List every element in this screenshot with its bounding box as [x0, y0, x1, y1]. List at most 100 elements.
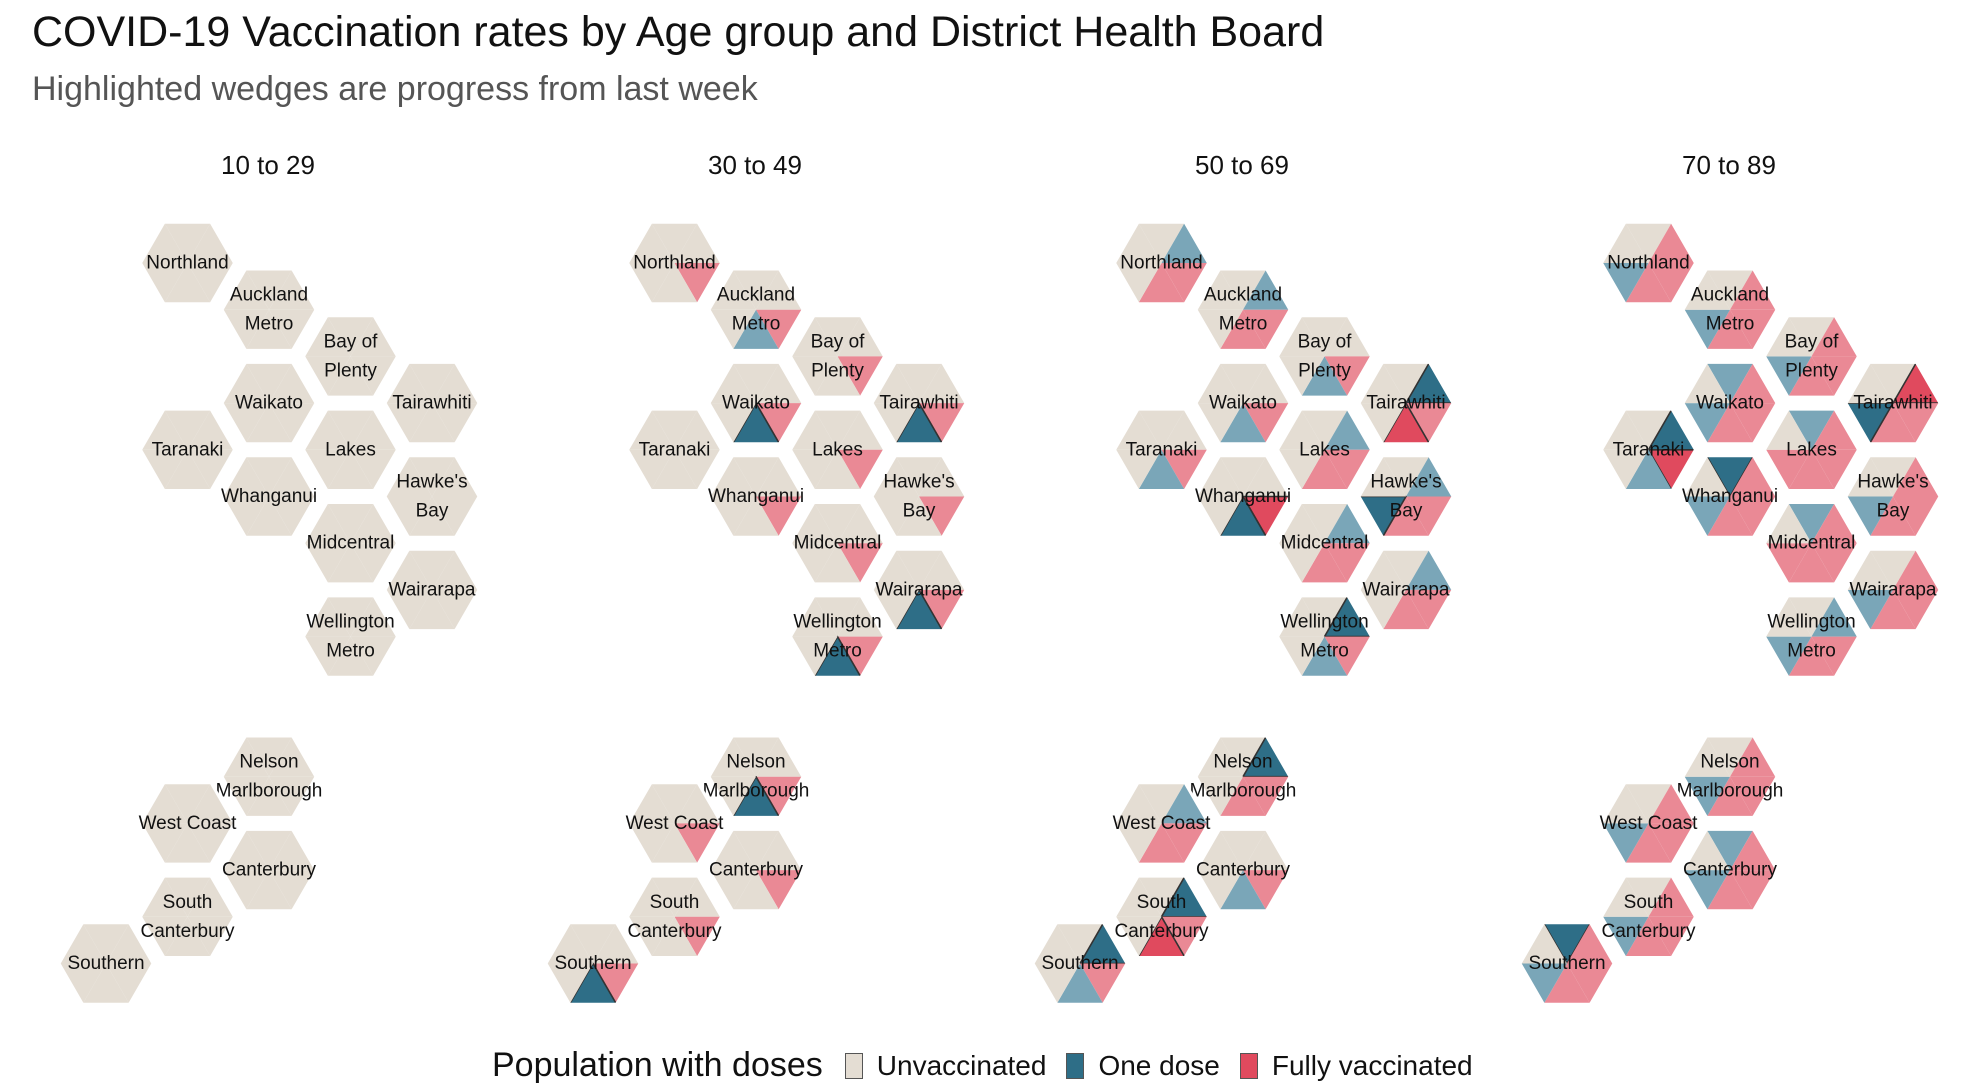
- wedge-unvaccinated: [269, 496, 316, 538]
- wedge-unvaccinated: [269, 735, 316, 777]
- wedge-unvaccinated: [1764, 595, 1812, 637]
- wedge-fully: [1406, 589, 1453, 631]
- facet-label-10-29: 10 to 29: [221, 150, 315, 180]
- wedge-one-dose: [1764, 356, 1812, 398]
- wedge-one-dose: [1301, 636, 1348, 678]
- hex-whanganui: Whanganui: [1194, 454, 1292, 539]
- wedge-fully: [1730, 403, 1777, 444]
- wedge-fully: [1764, 543, 1812, 584]
- wedge-unvaccinated: [1683, 455, 1730, 497]
- wedge-fully: [1243, 403, 1290, 444]
- district-label: Canterbury: [1196, 860, 1290, 881]
- wedge-fully: [1893, 589, 1940, 631]
- wedge-unvaccinated: [674, 782, 722, 824]
- hex-canterbury: Canterbury: [1681, 827, 1779, 913]
- wedge-unvaccinated: [1196, 829, 1243, 871]
- wedge-unvaccinated: [1196, 496, 1243, 538]
- wedge-unvaccinated: [164, 222, 211, 263]
- hex-outline: [1357, 360, 1455, 446]
- wedge-unvaccinated: [187, 876, 235, 917]
- wedge-unvaccinated: [627, 876, 675, 917]
- wedge-unvaccinated: [1601, 782, 1649, 824]
- wedge-unvaccinated: [651, 449, 698, 491]
- wedge-unvaccinated: [1382, 455, 1430, 497]
- wedge-unvaccinated: [269, 455, 316, 497]
- hex-canterbury: Canterbury: [220, 827, 318, 913]
- wedge-unvaccinated: [1846, 362, 1893, 404]
- wedge-unvaccinated: [1196, 309, 1243, 351]
- district-label: Whanganui: [1195, 486, 1291, 507]
- wedge-fully: [1730, 455, 1777, 497]
- district-label: Bay: [1877, 501, 1910, 522]
- wedge-unvaccinated: [408, 403, 456, 444]
- wedge-fully: [1706, 403, 1754, 444]
- wedge-fully: [1811, 449, 1859, 491]
- wedge-unvaccinated: [756, 829, 803, 871]
- hex-outline: [870, 360, 968, 446]
- wedge-unvaccinated: [1277, 636, 1325, 678]
- wedge-unvaccinated: [1033, 922, 1080, 964]
- wedge-unvaccinated: [303, 502, 351, 544]
- wedge-unvaccinated: [919, 549, 966, 590]
- wedge-unvaccinated: [140, 876, 188, 917]
- wedge-one-dose: [1625, 449, 1672, 491]
- hex-southern: Southern: [1031, 921, 1129, 1006]
- wedge-fully: [1730, 735, 1777, 777]
- wedge-unvaccinated: [919, 362, 966, 404]
- hex-west-coast: West Coast: [626, 781, 724, 866]
- hex-wellington-metro: Wellington Metro: [788, 594, 887, 679]
- hex-outline: [138, 220, 237, 306]
- wedge-unvaccinated: [222, 403, 269, 444]
- wedge-unvaccinated: [1243, 362, 1290, 404]
- wedge-unvaccinated: [919, 455, 966, 497]
- wedge-unvaccinated: [674, 876, 722, 917]
- hex-whanganui: Whanganui: [1681, 454, 1779, 539]
- hex-outline: [1599, 220, 1698, 306]
- wedge-unvaccinated: [164, 449, 211, 491]
- hex-outline: [544, 921, 642, 1006]
- wedge-unvaccinated: [303, 409, 351, 450]
- district-label: Wairarapa: [1850, 579, 1937, 600]
- wedge-unvaccinated: [1301, 502, 1348, 544]
- hex-outline: [1112, 407, 1211, 493]
- hex-outline: [1844, 547, 1942, 633]
- wedge-unvaccinated: [327, 595, 374, 637]
- wedge-unvaccinated: [1683, 268, 1730, 310]
- hex-taranaki: Taranaki: [138, 407, 237, 493]
- legend-swatch-one-dose: [1066, 1052, 1085, 1079]
- wedge-unvaccinated: [872, 403, 919, 444]
- hex-taranaki: Taranaki: [1599, 407, 1698, 493]
- wedge-fully: [1730, 776, 1777, 818]
- wedge-unvaccinated: [709, 829, 756, 871]
- wedge-unvaccinated: [187, 916, 235, 958]
- wedge-one-dose: [1788, 409, 1835, 450]
- hex-outline: [1194, 734, 1292, 819]
- wedge-unvaccinated: [432, 455, 479, 497]
- wedge-unvaccinated: [59, 963, 106, 1005]
- wedge-one-dose: [1324, 502, 1372, 544]
- district-label: Bay: [903, 501, 936, 522]
- hex-outline: [1194, 454, 1292, 539]
- wedge-one-dose: [1683, 496, 1730, 538]
- wedge-fully: [1706, 870, 1754, 911]
- district-label: Taranaki: [152, 439, 224, 460]
- wedge-fully: [1406, 496, 1453, 538]
- wedge-fully: [1893, 403, 1940, 444]
- hex-bay-of-plenty: Bay of Plenty: [1275, 314, 1374, 399]
- wedge-fully: [1893, 549, 1940, 590]
- wedge-one-dose: [1301, 356, 1348, 398]
- wedge-unvaccinated: [1196, 455, 1243, 497]
- wedge-fully: [1811, 502, 1859, 544]
- wedge-unvaccinated: [1601, 409, 1649, 450]
- wedge-unvaccinated: [269, 362, 316, 404]
- wedge-unvaccinated: [1219, 829, 1267, 871]
- wedge-unvaccinated: [327, 356, 374, 398]
- wedge-one-dose: [1811, 595, 1859, 637]
- hex-outline: [1112, 220, 1211, 306]
- wedge-unvaccinated: [350, 595, 398, 637]
- hex-outline: [1762, 594, 1861, 679]
- wedge-unvaccinated: [732, 455, 780, 497]
- hex-outline: [707, 267, 805, 352]
- wedge-unvaccinated: [627, 263, 675, 304]
- wedge-fully: [1243, 309, 1290, 351]
